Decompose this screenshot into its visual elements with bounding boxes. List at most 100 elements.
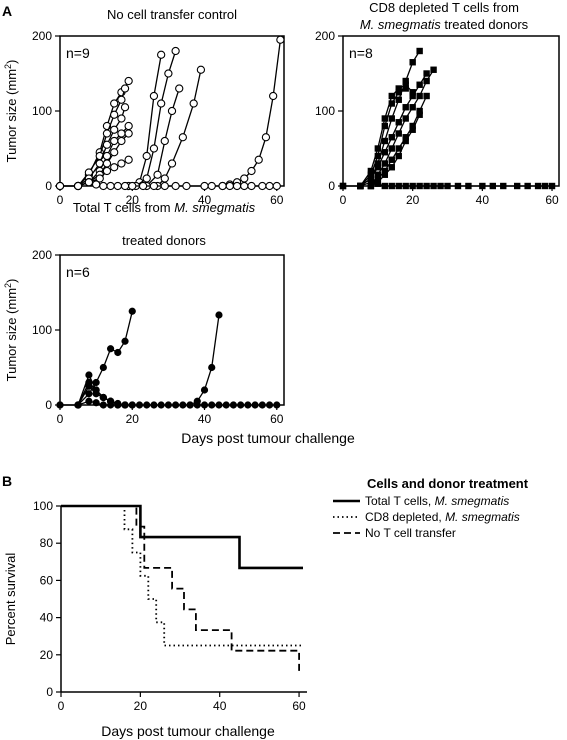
x-tick-label: 20 [406, 193, 420, 207]
data-point [374, 164, 382, 171]
data-point [273, 401, 281, 409]
chart-percent-survival: 0 20 40 60 0 20 40 60 80 100 Percent survival Days … [3, 476, 529, 739]
data-point [171, 46, 180, 56]
data-point [465, 182, 472, 190]
data-point [381, 171, 389, 178]
y-tick-label: 0 [46, 685, 53, 699]
data-point [416, 47, 423, 55]
data-point [395, 89, 402, 96]
data-point [388, 92, 395, 100]
data-point [402, 115, 409, 122]
data-point [92, 386, 100, 394]
data-point [388, 164, 395, 171]
data-point [229, 401, 238, 409]
data-point [106, 401, 115, 409]
data-point [240, 174, 249, 183]
series-line [370, 69, 435, 187]
data-point [102, 159, 112, 168]
panel-a-label: A [2, 3, 12, 19]
y-tick-label: 0 [45, 179, 52, 193]
data-point [534, 182, 542, 190]
data-point [208, 363, 216, 372]
chart-title: treated donors [122, 233, 206, 248]
data-point [367, 167, 375, 175]
series-line [343, 83, 414, 187]
data-point [395, 182, 402, 190]
x-tick-label: 20 [126, 193, 140, 207]
data-point [179, 401, 187, 409]
data-point [269, 91, 278, 101]
data-point [402, 182, 409, 190]
data-point [110, 163, 119, 172]
data-point [423, 182, 430, 190]
data-point [258, 401, 266, 409]
chart-title: CD8 depleted T cells from [369, 0, 519, 15]
x-tick-label: 40 [476, 193, 490, 207]
data-point [423, 92, 430, 100]
data-point [258, 181, 267, 191]
data-point [160, 181, 169, 191]
data-point [381, 115, 389, 122]
data-point [444, 182, 451, 190]
x-tick-label: 0 [58, 699, 65, 713]
data-point [381, 137, 389, 145]
data-point [339, 182, 347, 190]
data-point [114, 348, 122, 357]
data-point [95, 174, 104, 183]
y-tick-label: 20 [40, 648, 54, 662]
data-point [454, 182, 462, 190]
data-point [416, 107, 423, 115]
data-point [160, 136, 169, 146]
y-tick-label: 200 [32, 248, 52, 262]
data-point [110, 136, 119, 146]
data-point [149, 144, 159, 153]
y-axis-label: Tumor size (mm2) [3, 279, 19, 382]
data-point [102, 166, 112, 176]
data-point [121, 401, 129, 409]
data-point [124, 155, 133, 164]
data-point [149, 181, 159, 191]
data-point [150, 401, 158, 409]
data-point [121, 337, 129, 345]
data-point [178, 133, 187, 142]
y-tick-label: 200 [32, 29, 52, 43]
data-point [388, 145, 395, 152]
data-point [175, 84, 184, 93]
data-point [374, 175, 382, 182]
y-axis-label: Tumor size (mm2) [3, 60, 19, 163]
survival-curve-solid [61, 504, 303, 570]
data-point [548, 182, 556, 190]
survival-curve-dashed [61, 505, 301, 672]
data-point [186, 401, 194, 409]
data-point [388, 134, 395, 141]
y-tick-label: 80 [40, 536, 54, 550]
data-point [367, 179, 375, 186]
data-point [74, 401, 82, 409]
series-line [222, 39, 282, 187]
data-point [395, 96, 402, 103]
data-point [128, 401, 136, 409]
data-point [541, 182, 549, 190]
data-point [416, 111, 423, 118]
data-point [402, 81, 409, 88]
data-point [272, 181, 281, 191]
x-tick-label: 0 [57, 193, 64, 207]
data-point [124, 76, 133, 86]
data-point [402, 85, 409, 92]
data-point [102, 129, 112, 138]
data-point [374, 152, 382, 160]
data-point [164, 69, 173, 78]
data-point [381, 149, 389, 156]
data-point [106, 181, 115, 191]
data-point [102, 140, 112, 149]
series-line [128, 54, 162, 187]
data-point [99, 181, 108, 191]
data-point [138, 181, 148, 191]
data-point [409, 104, 416, 111]
data-point [153, 170, 162, 179]
x-tick-label: 0 [340, 193, 347, 207]
y-tick-label: 200 [315, 29, 335, 43]
legend-label: No T cell transfer [365, 526, 456, 540]
data-point [247, 166, 256, 176]
data-point [374, 160, 382, 167]
